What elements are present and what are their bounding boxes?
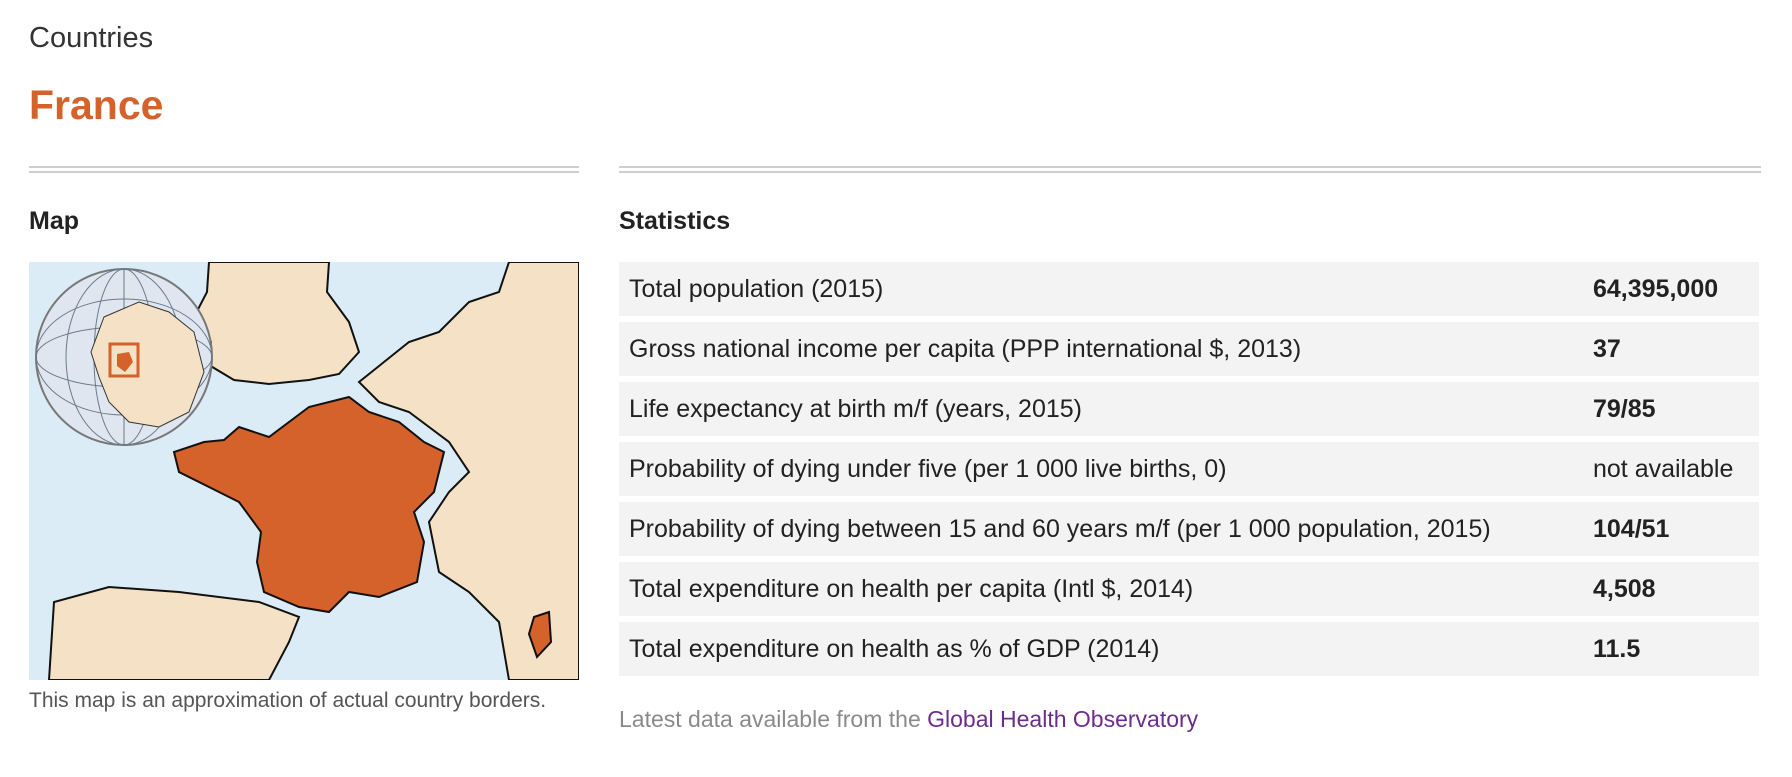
stat-value: 79/85 <box>1593 394 1656 423</box>
map-divider <box>29 166 579 173</box>
country-map <box>29 262 579 680</box>
table-row: Total expenditure on health per capita (… <box>619 562 1759 616</box>
source-prefix: Latest data available from the <box>619 706 921 732</box>
country-map-image <box>29 262 579 680</box>
stat-value: 37 <box>1593 334 1621 363</box>
stat-value: 4,508 <box>1593 574 1656 603</box>
stat-label: Life expectancy at birth m/f (years, 201… <box>629 394 1082 423</box>
source-note: Latest data available from the Global He… <box>619 706 1198 733</box>
stat-value: 11.5 <box>1593 634 1641 663</box>
stat-label: Total population (2015) <box>629 274 884 303</box>
table-row: Gross national income per capita (PPP in… <box>619 322 1759 376</box>
statistics-divider <box>619 166 1761 173</box>
statistics-heading: Statistics <box>619 207 731 235</box>
stat-value: 104/51 <box>1593 514 1670 543</box>
map-caption: This map is an approximation of actual c… <box>29 689 547 712</box>
statistics-table: Total population (2015) 64,395,000 Gross… <box>619 262 1759 682</box>
table-row: Total population (2015) 64,395,000 <box>619 262 1759 316</box>
table-row: Probability of dying under five (per 1 0… <box>619 442 1759 496</box>
stat-label: Probability of dying between 15 and 60 y… <box>629 514 1491 543</box>
stat-label: Gross national income per capita (PPP in… <box>629 334 1302 363</box>
stat-value: 64,395,000 <box>1593 274 1719 303</box>
stat-label: Total expenditure on health as % of GDP … <box>629 634 1160 663</box>
stat-label: Total expenditure on health per capita (… <box>629 574 1194 603</box>
breadcrumb[interactable]: Countries <box>29 22 154 54</box>
global-health-observatory-link[interactable]: Global Health Observatory <box>927 706 1199 732</box>
table-row: Probability of dying between 15 and 60 y… <box>619 502 1759 556</box>
stat-value: not available <box>1593 454 1734 483</box>
stat-label: Probability of dying under five (per 1 0… <box>629 454 1227 483</box>
table-row: Life expectancy at birth m/f (years, 201… <box>619 382 1759 436</box>
map-heading: Map <box>29 207 79 235</box>
page-title: France <box>29 82 164 128</box>
table-row: Total expenditure on health as % of GDP … <box>619 622 1759 676</box>
